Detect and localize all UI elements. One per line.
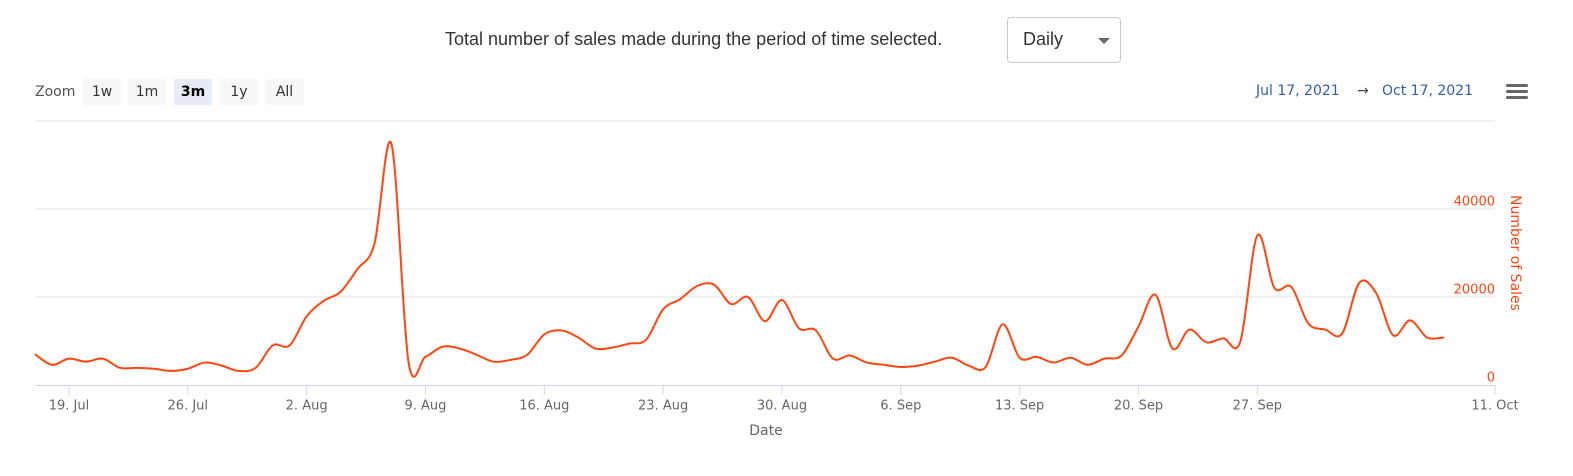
zoom-button[interactable]: 1w: [83, 79, 121, 105]
x-tick-label: 23. Aug: [638, 399, 688, 414]
header-text: Total number of sales made during the pe…: [445, 29, 943, 49]
select-caret: [1098, 38, 1110, 44]
x-tick-label: 19. Jul: [49, 399, 90, 414]
sales-line: [34, 140, 1445, 378]
y-tick-label: 0: [1487, 371, 1495, 386]
x-tick-label: 20. Sep: [1114, 399, 1163, 414]
zoom-label: Zoom: [35, 84, 76, 100]
zoom-button[interactable]: All: [265, 79, 304, 105]
x-tick-label: 30. Aug: [757, 399, 807, 414]
export-menu[interactable]: [1506, 84, 1528, 102]
x-tick-label: 2. Aug: [286, 399, 328, 414]
x-tick-label: 26. Jul: [168, 399, 209, 414]
y-tick-label: 40000: [1454, 195, 1495, 210]
zoom-button[interactable]: 3m: [174, 79, 212, 105]
y-tick-label: 20000: [1454, 283, 1495, 298]
x-tick-label: 13. Sep: [995, 399, 1044, 414]
x-tick-label: 16. Aug: [519, 399, 569, 414]
x-tick-label: 6. Sep: [880, 399, 921, 414]
range-arrow: →: [1357, 83, 1369, 99]
select-value: Daily: [1023, 29, 1064, 49]
x-axis-title: Date: [749, 423, 782, 439]
y-axis-title: Number of Sales: [1507, 195, 1523, 311]
zoom-button[interactable]: 1y: [220, 79, 258, 105]
range-to[interactable]: Oct 17, 2021: [1382, 83, 1473, 99]
range-from[interactable]: Jul 17, 2021: [1256, 83, 1340, 99]
interval-select[interactable]: Daily: [1007, 17, 1121, 63]
x-tick-label: 11. Oct: [1471, 399, 1518, 414]
x-tick-label: 9. Aug: [405, 399, 447, 414]
zoom-button[interactable]: 1m: [128, 79, 166, 105]
x-tick-label: 27. Sep: [1233, 399, 1282, 414]
